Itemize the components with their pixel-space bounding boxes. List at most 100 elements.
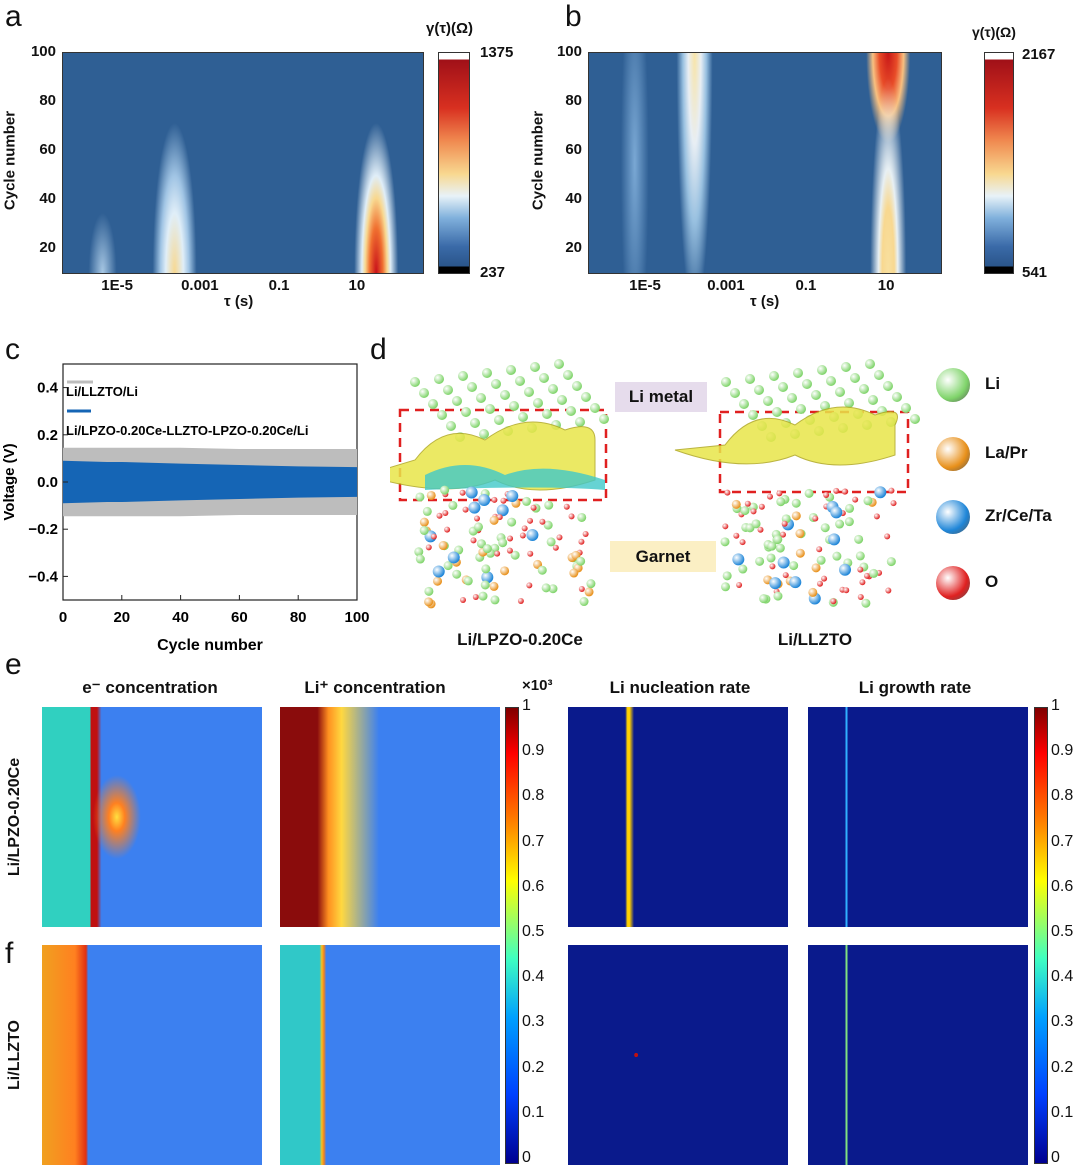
li-atom bbox=[506, 365, 516, 375]
column-title-nucleation-rate: Li nucleation rate bbox=[609, 678, 751, 697]
garnet-atom bbox=[440, 485, 450, 495]
garnet-atom bbox=[781, 520, 788, 527]
garnet-atom bbox=[482, 544, 492, 554]
colorbar-a bbox=[438, 52, 470, 274]
x-tick-c: 20 bbox=[113, 609, 130, 626]
legend-label-2: Li/LPZO-0.20Ce-LLZTO-LPZO-0.20Ce/Li bbox=[66, 423, 308, 438]
y-tick-a: 80 bbox=[39, 91, 56, 109]
colorbar-tick: 0.5 bbox=[1051, 923, 1074, 940]
garnet-atom bbox=[541, 583, 551, 593]
colorbar-multiplier: ×10³ bbox=[522, 677, 553, 694]
colorbar-tick: 0.2 bbox=[522, 1058, 545, 1076]
garnet-atom bbox=[472, 593, 479, 600]
garnet-atom bbox=[548, 584, 558, 594]
garnet-atom bbox=[844, 517, 854, 527]
li-atom bbox=[901, 403, 911, 413]
column-title-e-concentration: e⁻ concentration bbox=[82, 678, 218, 697]
li-atom bbox=[590, 403, 600, 413]
map-llzto-li-nucleation-rate bbox=[568, 945, 788, 1165]
garnet-atom bbox=[766, 553, 776, 563]
x-axis-label-c: Cycle number bbox=[157, 637, 263, 654]
garnet-atom bbox=[452, 569, 462, 579]
li-atom bbox=[539, 373, 549, 383]
atomic-structures bbox=[390, 359, 920, 609]
y-tick-b: 40 bbox=[565, 189, 582, 207]
li-atom bbox=[443, 385, 453, 395]
li-atom bbox=[841, 362, 851, 372]
x-tick-c: 0 bbox=[59, 609, 67, 626]
garnet-atom bbox=[758, 503, 765, 510]
garnet-atom bbox=[507, 535, 514, 542]
charge-depletion-isosurface bbox=[425, 465, 605, 490]
garnet-atom bbox=[424, 586, 434, 596]
li-atom bbox=[575, 417, 585, 427]
garnet-atom bbox=[414, 547, 424, 557]
colorbar-tick: 0.1 bbox=[522, 1103, 545, 1121]
x-tick-c: 60 bbox=[231, 609, 248, 626]
li-atom bbox=[763, 396, 773, 406]
li-atom bbox=[461, 407, 471, 417]
garnet-atom bbox=[843, 587, 850, 594]
legend-atom-0 bbox=[936, 368, 970, 402]
x-tick-a: 1E-5 bbox=[101, 277, 133, 294]
garnet-atom bbox=[791, 498, 801, 508]
map-llzto-li-concentration bbox=[280, 945, 500, 1165]
li-atom bbox=[745, 374, 755, 384]
garnet-atom bbox=[744, 500, 751, 507]
garnet-atom bbox=[577, 512, 587, 522]
garnet-atom bbox=[751, 519, 761, 529]
garnet-atom bbox=[448, 500, 458, 510]
li-atom bbox=[452, 396, 462, 406]
garnet-atom bbox=[738, 564, 748, 574]
li-atom bbox=[802, 379, 812, 389]
li-atom bbox=[494, 415, 504, 425]
legend-atom-1 bbox=[936, 437, 970, 471]
garnet-atom bbox=[722, 571, 732, 581]
li-atom bbox=[542, 409, 552, 419]
garnet-atom bbox=[816, 546, 823, 553]
garnet-atom bbox=[769, 577, 782, 590]
garnet-atom bbox=[415, 492, 425, 502]
li-atom bbox=[434, 374, 444, 384]
garnet-atom bbox=[584, 587, 594, 597]
garnet-atom bbox=[443, 561, 453, 571]
garnet-atom bbox=[544, 500, 554, 510]
garnet-atom bbox=[478, 494, 491, 507]
heatmap-b bbox=[588, 52, 942, 274]
garnet-atom bbox=[498, 538, 508, 548]
garnet-atom bbox=[430, 533, 437, 540]
garnet-atom bbox=[563, 503, 570, 510]
garnet-atom bbox=[433, 576, 443, 586]
panel-label-b: b bbox=[565, 0, 582, 33]
row-label-lpzo: Li/LPZO-0.20Ce bbox=[6, 757, 23, 877]
panel-label-f: f bbox=[5, 937, 14, 970]
garnet-label: Garnet bbox=[610, 541, 716, 572]
garnet-atom bbox=[773, 534, 783, 544]
li-atom bbox=[892, 392, 902, 402]
li-atom bbox=[859, 384, 869, 394]
colorbar-tick: 1 bbox=[1051, 697, 1060, 714]
garnet-atom bbox=[739, 539, 746, 546]
garnet-atom bbox=[569, 568, 579, 578]
colorbar-min-b: 541 bbox=[1022, 264, 1048, 281]
garnet-atom bbox=[481, 564, 491, 574]
garnet-atom bbox=[496, 504, 509, 517]
x-tick-c: 80 bbox=[290, 609, 307, 626]
colorbar-max-b: 2167 bbox=[1022, 46, 1056, 63]
colorbar-tick: 0.7 bbox=[1051, 832, 1074, 850]
garnet-atom bbox=[869, 568, 879, 578]
garnet-atom bbox=[821, 575, 828, 582]
colorbar-tick: 0.7 bbox=[522, 832, 545, 850]
colorbar-title-b: γ(τ)(Ω) bbox=[972, 24, 1016, 40]
garnet-atom bbox=[791, 511, 801, 521]
garnet-atom bbox=[841, 488, 848, 495]
garnet-atom bbox=[526, 529, 539, 542]
li-atom bbox=[850, 373, 860, 383]
legend-atom-3 bbox=[936, 566, 970, 600]
li-atom bbox=[721, 377, 731, 387]
y-tick-c: 0.2 bbox=[37, 427, 58, 444]
colorbar-tick: 0.3 bbox=[522, 1013, 545, 1031]
garnet-atom bbox=[526, 582, 533, 589]
li-atom bbox=[883, 381, 893, 391]
map-lpzo-li-concentration bbox=[280, 707, 500, 927]
